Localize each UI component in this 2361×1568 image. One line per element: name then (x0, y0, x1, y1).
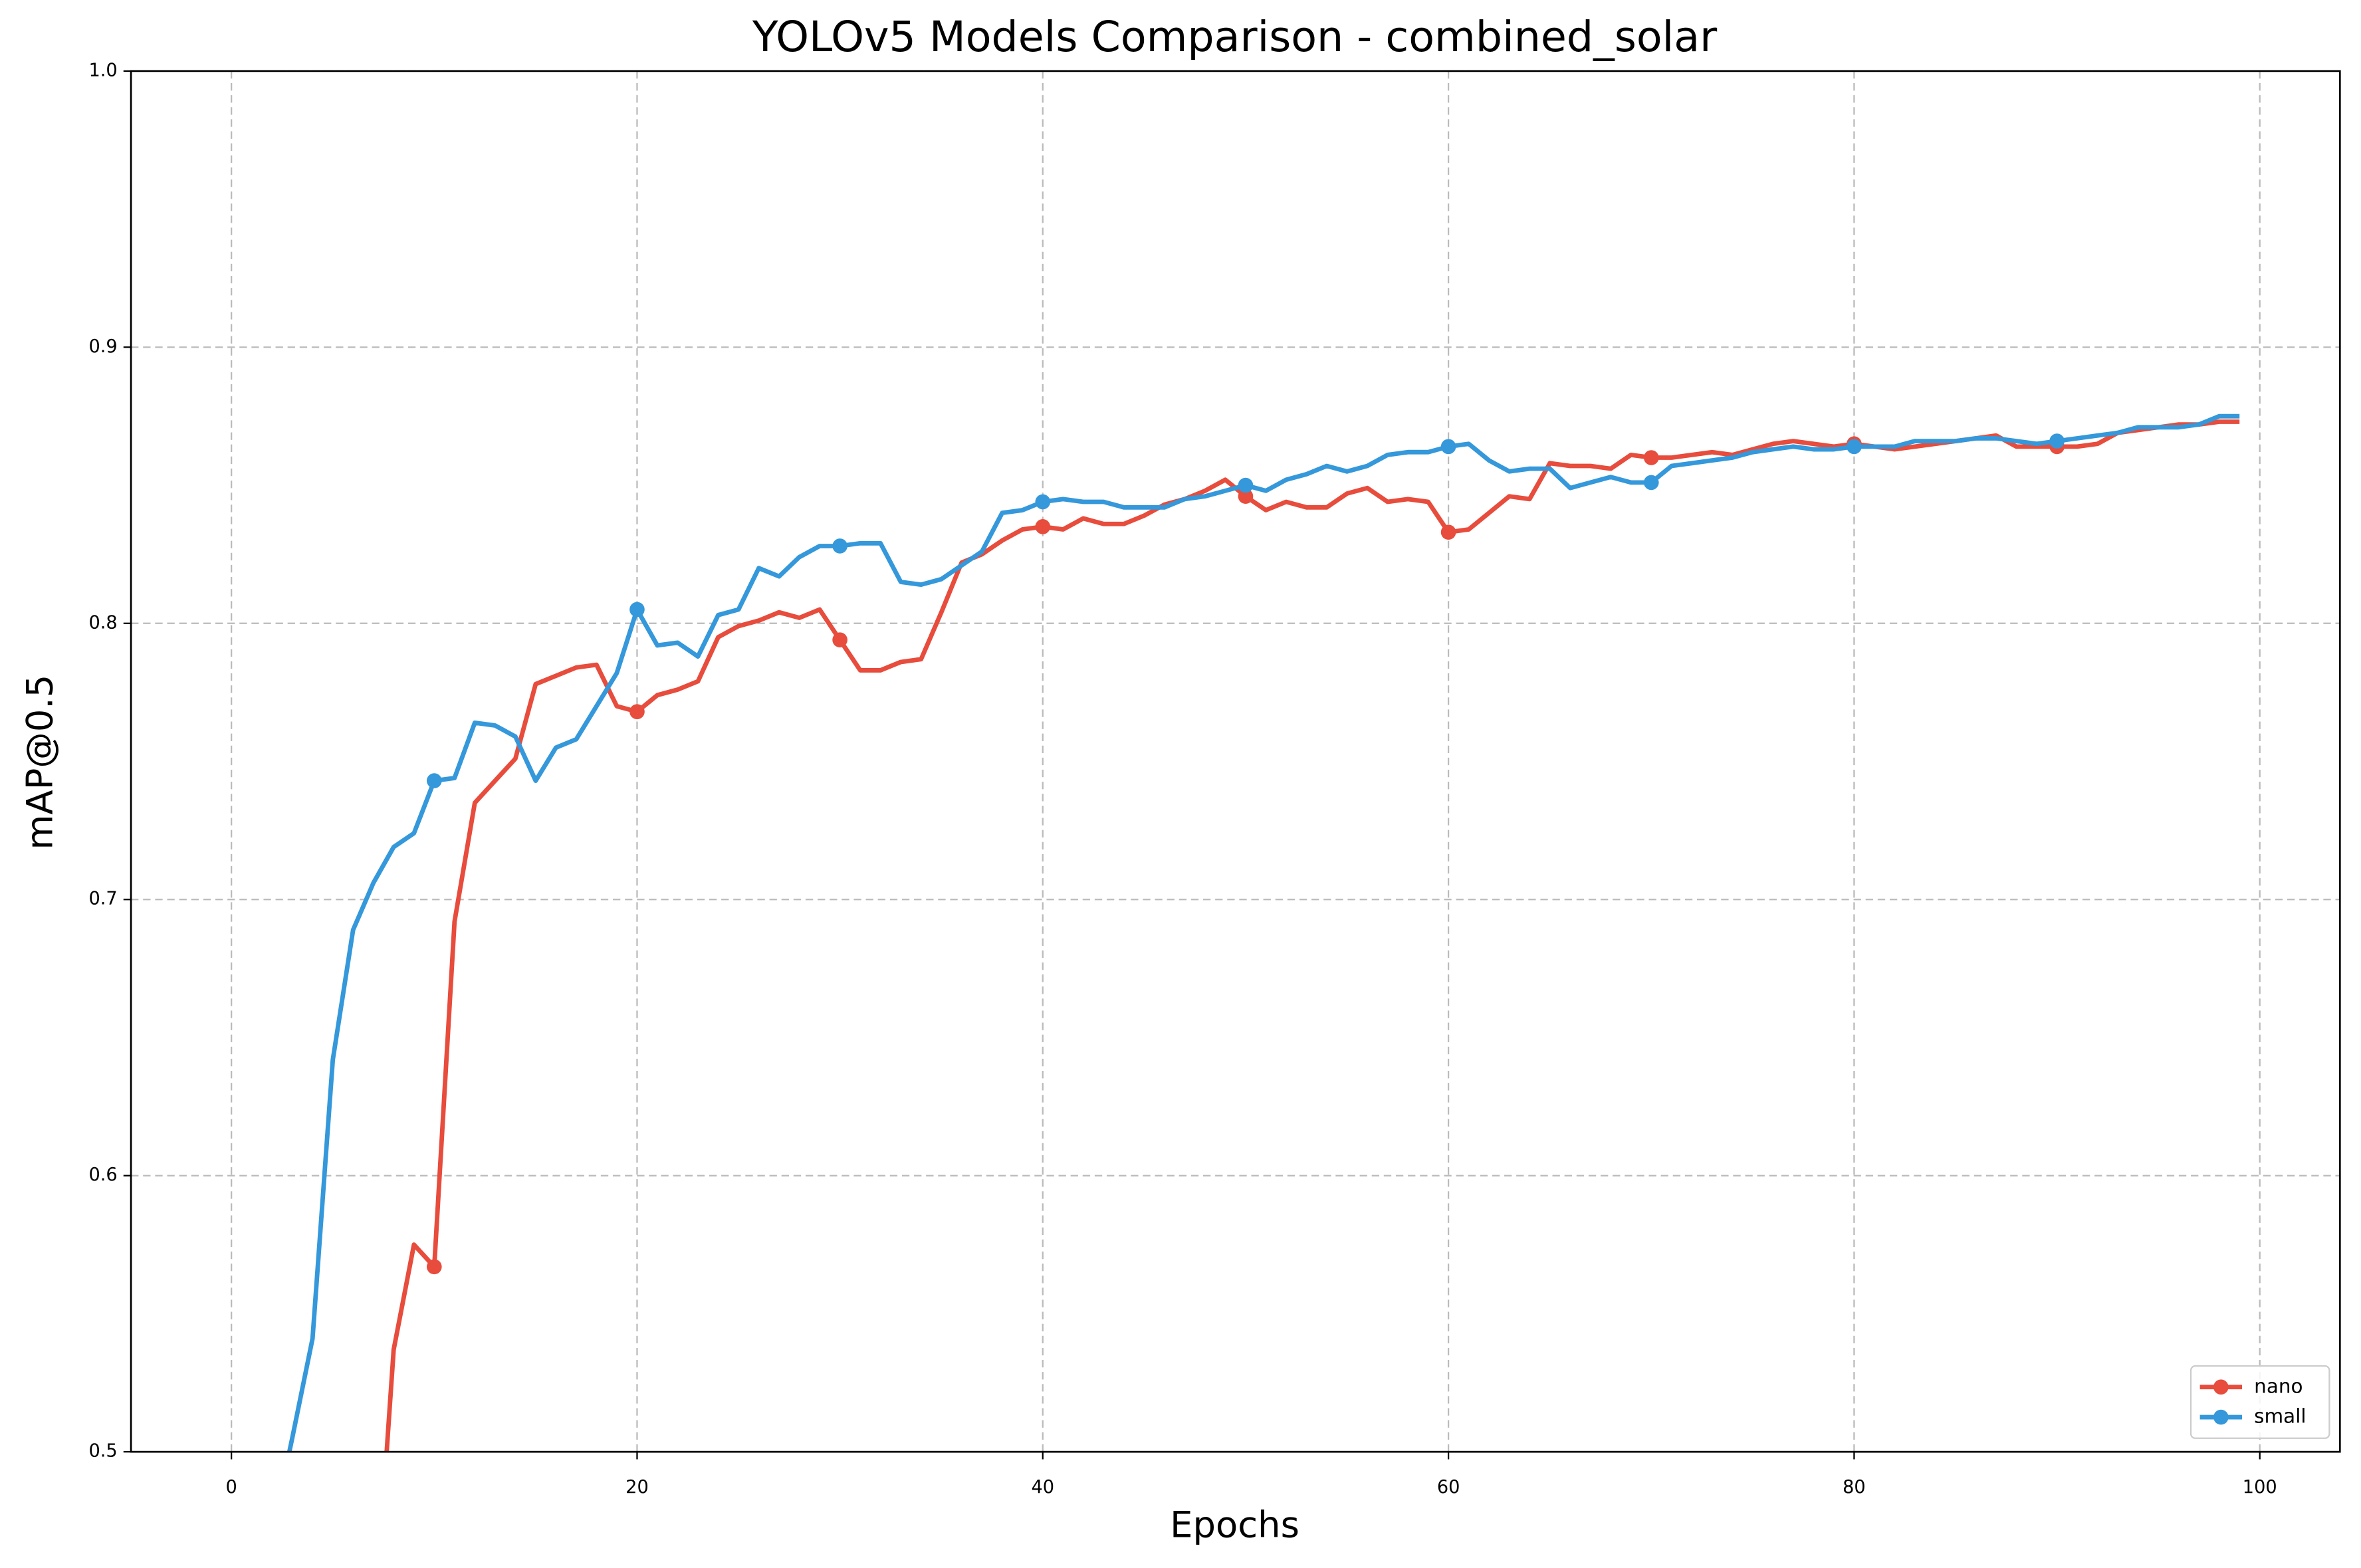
x-axis-label: Epochs (1170, 1504, 1299, 1546)
series-line (286, 413, 2240, 1452)
data-marker (1238, 489, 1254, 504)
x-tick-label: 20 (625, 1477, 649, 1498)
y-tick-label: 0.5 (88, 1441, 117, 1462)
data-marker (1643, 450, 1659, 465)
legend-marker (2213, 1409, 2229, 1425)
legend-marker (2213, 1379, 2229, 1395)
data-marker (1035, 494, 1051, 510)
data-marker (426, 1259, 442, 1275)
data-marker (1035, 519, 1051, 534)
chart-title: YOLOv5 Models Comparison - combined_sola… (752, 12, 1718, 61)
data-marker (629, 602, 645, 617)
axes-frame (130, 70, 2341, 1453)
y-tick-label: 1.0 (88, 60, 117, 80)
y-tick-label: 0.8 (88, 612, 117, 633)
legend-label: small (2254, 1405, 2306, 1428)
data-marker (1643, 475, 1659, 491)
legend-label: nano (2254, 1375, 2303, 1397)
data-marker (832, 538, 847, 554)
data-marker (1238, 477, 1254, 493)
plot-area (286, 413, 2240, 1452)
y-tick-label: 0.6 (88, 1165, 117, 1185)
data-marker (1440, 524, 1456, 540)
y-tick-label: 0.9 (88, 336, 117, 357)
data-marker (832, 632, 847, 648)
data-marker (426, 773, 442, 788)
data-marker (629, 704, 645, 720)
x-tick-label: 0 (225, 1477, 237, 1498)
x-tick-label: 100 (2243, 1477, 2277, 1498)
data-marker (2049, 433, 2065, 449)
y-axis-label: mAP@0.5 (19, 675, 61, 850)
data-marker (1440, 439, 1456, 455)
x-tick-label: 80 (1843, 1477, 1866, 1498)
series-line (384, 419, 2240, 1452)
legend: nano small (2190, 1365, 2330, 1439)
data-marker (1847, 439, 1862, 455)
x-tick-label: 40 (1031, 1477, 1054, 1498)
x-tick-label: 60 (1437, 1477, 1460, 1498)
y-tick-label: 0.7 (88, 889, 117, 909)
